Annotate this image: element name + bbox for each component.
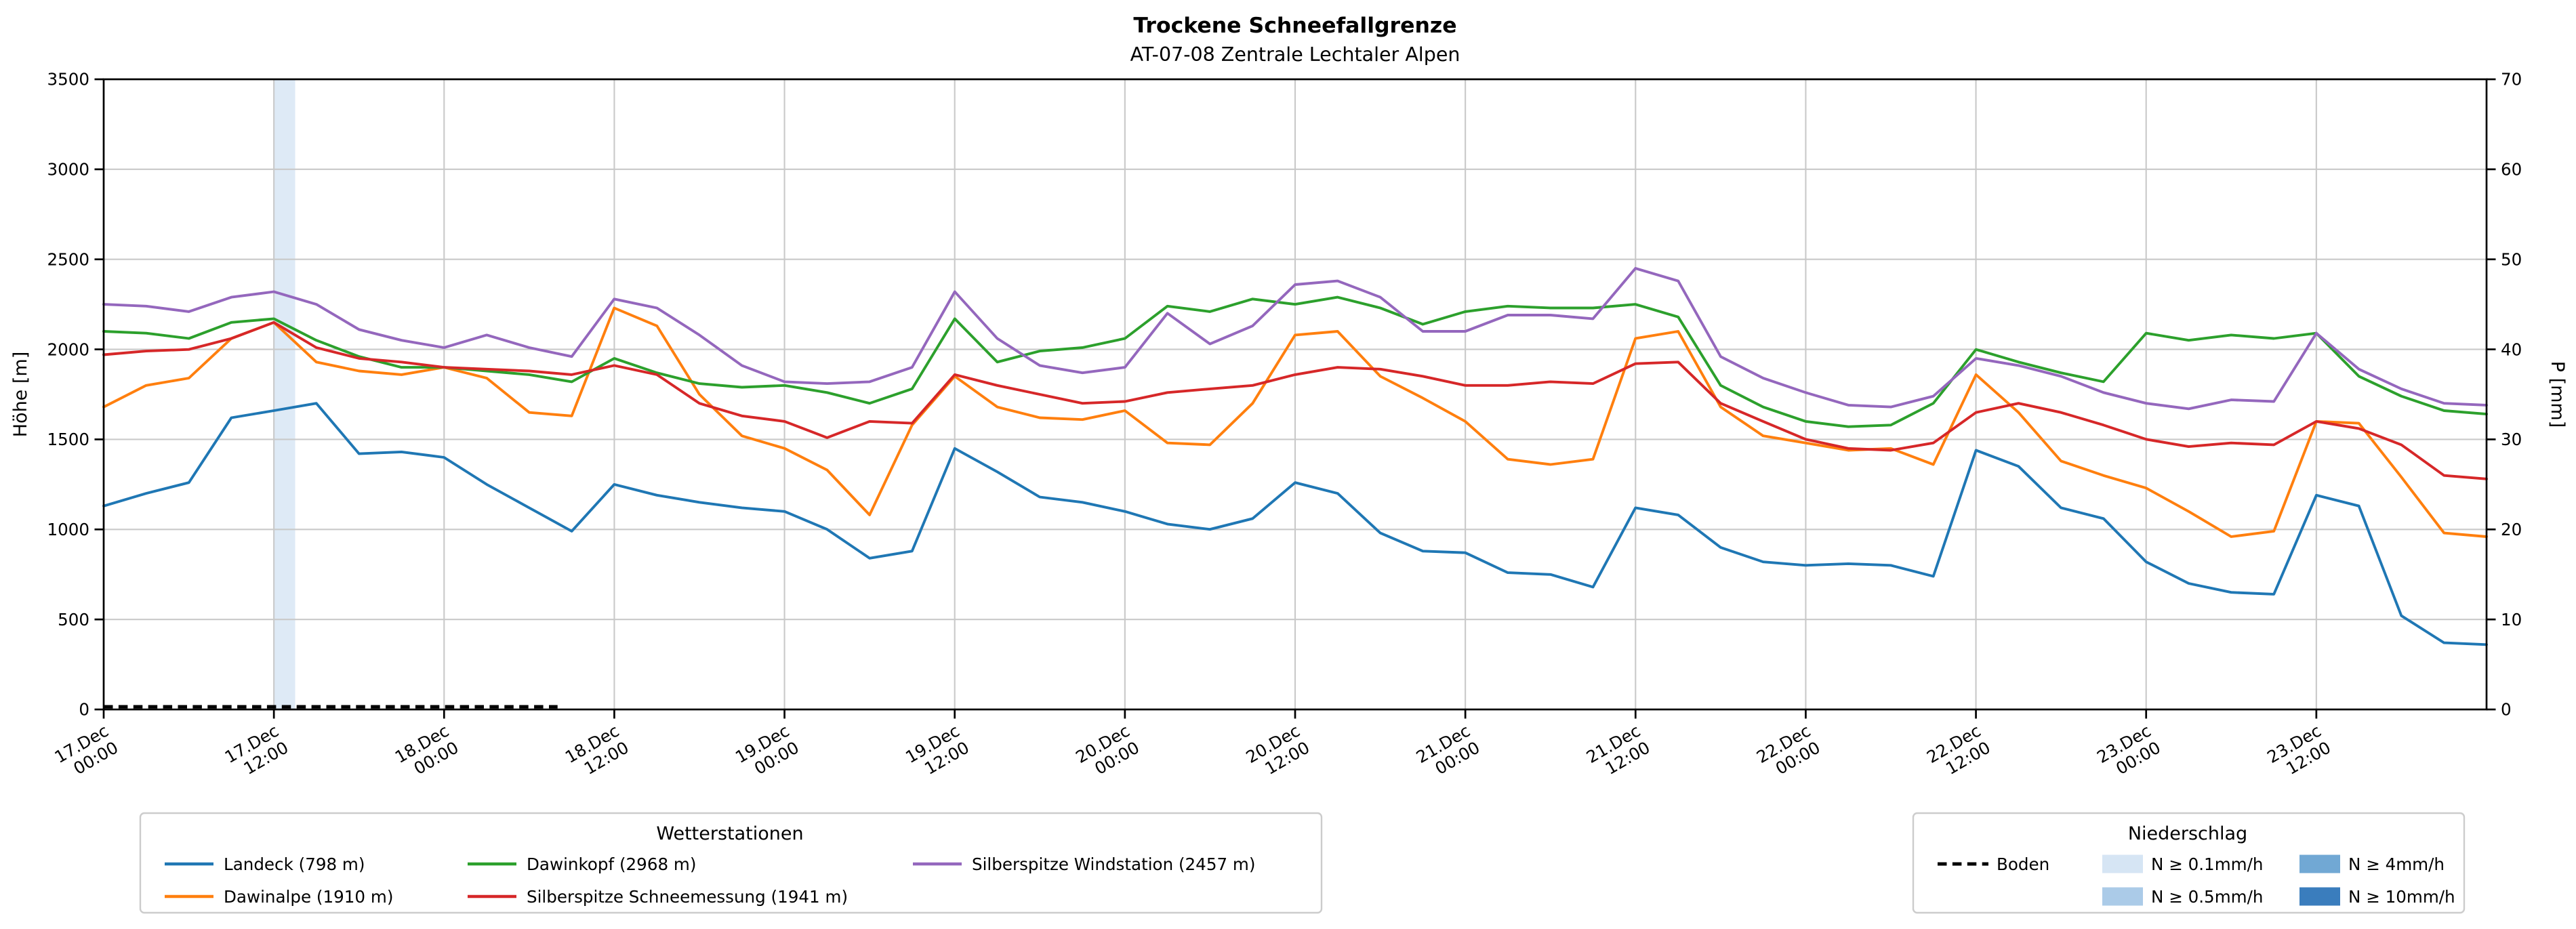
legend-entry-label: Dawinalpe (1910 m): [224, 887, 393, 907]
axis-ticks: 0 500 1000 1500 2000 2500 3000 3500 0 10 20 30 40 50 6…: [47, 70, 2522, 779]
legend-precip-title: Niederschlag: [2128, 823, 2247, 844]
legend-stations: Wetterstationen Landeck (798 m) Dawinalp…: [139, 812, 1323, 914]
y-axis-label-left: Höhe [m]: [10, 352, 31, 438]
plot-border: [102, 78, 2488, 711]
legend-entry-dawinkopf: Dawinkopf (2968 m): [468, 854, 696, 874]
legend-entry-label: N ≥ 0.1mm/h: [2151, 854, 2263, 874]
y-axis-label-right: P [mm]: [2547, 361, 2568, 428]
legend-stations-title: Wetterstationen: [656, 823, 803, 844]
y-tick-label-right: 20: [2501, 520, 2522, 539]
legend-entry-label: N ≥ 4mm/h: [2348, 854, 2445, 874]
legend-entry-label: Landeck (798 m): [224, 854, 365, 874]
y-tick-label-right: 70: [2501, 70, 2522, 89]
series-line-silberspitze: [102, 267, 2488, 411]
y-tick-label-right: 30: [2501, 430, 2522, 449]
legend-patch: [2102, 887, 2143, 906]
legend-entry-label: Silberspitze Schneemessung (1941 m): [527, 887, 848, 907]
series-line-dawinalpe: [102, 306, 2488, 538]
legend-entry-dawinalpe: Dawinalpe (1910 m): [165, 887, 393, 907]
plot-area: 0 500 1000 1500 2000 2500 3000 3500 0 10 20 30 40 50 6…: [47, 70, 2522, 779]
y-tick-label-left: 0: [79, 700, 89, 720]
legend-entry-label: Silberspitze Windstation (2457 m): [972, 854, 1255, 874]
y-tick-label-right: 50: [2501, 249, 2522, 269]
legend-entry-label: Dawinkopf (2968 m): [527, 854, 696, 874]
legend-entry-precip-01: N ≥ 0.1mm/h: [2102, 854, 2263, 874]
series-line-dawinkopf: [102, 295, 2488, 428]
legend-patch: [2102, 854, 2143, 873]
y-tick-label-right: 10: [2501, 610, 2522, 629]
y-tick-label-left: 2000: [47, 339, 89, 359]
chart-subtitle: AT-07-08 Zentrale Lechtaler Alpen: [1130, 43, 1460, 66]
legend-entry-silberspitze-windstation: Silberspitze Windstation (2457 m): [913, 854, 1255, 874]
legend-entry-precip-10: N ≥ 10mm/h: [2299, 887, 2455, 907]
legend-patch: [2299, 887, 2340, 906]
legend-entry-label: N ≥ 10mm/h: [2348, 887, 2455, 907]
y-tick-label-left: 2500: [47, 249, 89, 269]
series-line-silberspitze: [102, 321, 2488, 480]
legend-entry-silberspitze-schneemessung: Silberspitze Schneemessung (1941 m): [468, 887, 848, 907]
legend-stations-box: [139, 812, 1323, 914]
legend-precip: Niederschlag Boden N ≥ 0.1mm/h N ≥ 0.5mm…: [1912, 812, 2466, 914]
y-tick-label-left: 500: [58, 610, 89, 629]
y-tick-label-left: 3000: [47, 160, 89, 180]
legend-entry-label: N ≥ 0.5mm/h: [2151, 887, 2263, 907]
gridlines: [102, 78, 2487, 711]
y-tick-label-left: 1000: [47, 520, 89, 539]
legend-patch: [2299, 854, 2340, 873]
precip-band: [274, 79, 295, 709]
y-tick-label-left: 3500: [47, 70, 89, 89]
series-line-landeck: [102, 402, 2488, 646]
legend-entry-boden: Boden: [1938, 854, 2049, 874]
y-tick-label-right: 60: [2501, 160, 2522, 180]
y-tick-label-right: 0: [2501, 700, 2512, 720]
y-tick-label-right: 40: [2501, 339, 2522, 359]
legend-entry-precip-05: N ≥ 0.5mm/h: [2102, 887, 2263, 907]
legend-entry-landeck: Landeck (798 m): [165, 854, 365, 874]
legend-entry-precip-4: N ≥ 4mm/h: [2299, 854, 2445, 874]
chart-title: Trockene Schneefallgrenze: [1133, 14, 1456, 38]
y-tick-label-left: 1500: [47, 430, 89, 449]
legend-entry-label: Boden: [1997, 854, 2049, 874]
